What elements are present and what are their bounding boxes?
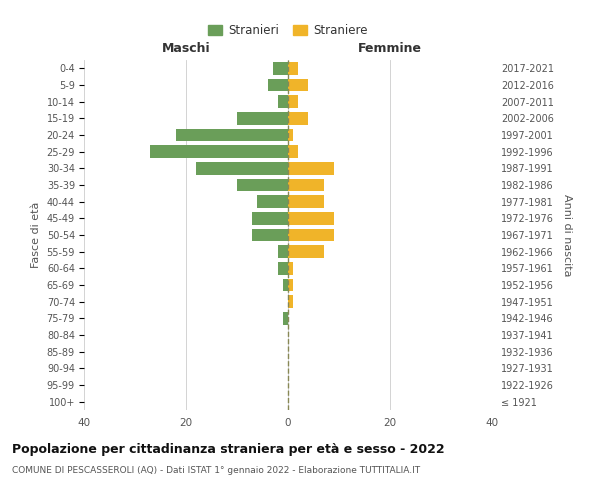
Bar (288, 212, 334, 224)
Bar (278, 96, 288, 108)
Bar (176, 129, 288, 141)
Bar (288, 229, 334, 241)
Bar (278, 262, 288, 274)
Y-axis label: Fasce di età: Fasce di età (31, 202, 41, 268)
Bar (288, 96, 298, 108)
Bar (278, 246, 288, 258)
Bar (257, 196, 288, 208)
Bar (283, 279, 288, 291)
Bar (253, 229, 288, 241)
Bar (288, 129, 293, 141)
Bar (151, 146, 288, 158)
Bar (273, 62, 288, 74)
Bar (196, 162, 288, 174)
Bar (237, 112, 288, 124)
Bar (288, 112, 308, 124)
Legend: Stranieri, Straniere: Stranieri, Straniere (205, 20, 371, 40)
Bar (288, 246, 324, 258)
Bar (288, 196, 324, 208)
Text: Femmine: Femmine (358, 42, 422, 55)
Text: COMUNE DI PESCASSEROLI (AQ) - Dati ISTAT 1° gennaio 2022 - Elaborazione TUTTITAL: COMUNE DI PESCASSEROLI (AQ) - Dati ISTAT… (12, 466, 420, 475)
Y-axis label: Anni di nascita: Anni di nascita (562, 194, 572, 276)
Bar (253, 212, 288, 224)
Text: Maschi: Maschi (161, 42, 211, 55)
Bar (283, 312, 288, 324)
Bar (288, 62, 298, 74)
Bar (288, 296, 293, 308)
Bar (288, 162, 334, 174)
Bar (237, 179, 288, 192)
Bar (268, 79, 288, 92)
Text: Popolazione per cittadinanza straniera per età e sesso - 2022: Popolazione per cittadinanza straniera p… (12, 442, 445, 456)
Bar (288, 79, 308, 92)
Bar (288, 146, 298, 158)
Bar (288, 262, 293, 274)
Bar (288, 179, 324, 192)
Bar (288, 279, 293, 291)
